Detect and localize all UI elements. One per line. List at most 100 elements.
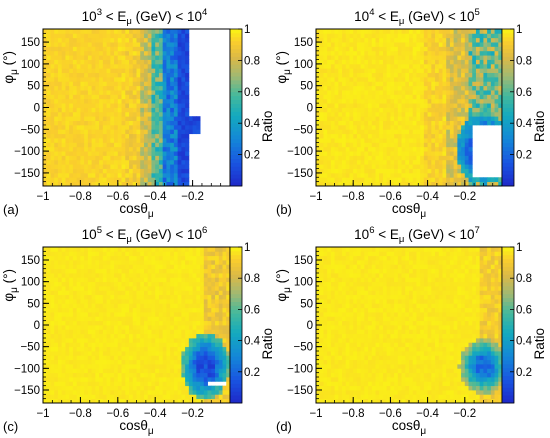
heatmap-cell: [166, 177, 171, 183]
x-tick-label: −0.8: [69, 191, 92, 203]
heatmap-cell: [147, 42, 152, 47]
heatmap-cell: [192, 129, 197, 135]
heatmap-cell: [61, 359, 66, 365]
heatmap-cell: [57, 381, 63, 387]
heatmap-cell: [177, 120, 182, 126]
heatmap-cell: [319, 90, 324, 95]
heatmap-cell: [76, 268, 81, 274]
heatmap-cell: [177, 316, 182, 322]
heatmap-cell: [46, 146, 51, 152]
x-axis-label-base: cosθ: [392, 201, 421, 216]
heatmap-cell: [360, 46, 365, 52]
heatmap-cell: [420, 181, 425, 187]
heatmap-cell: [342, 138, 347, 143]
heatmap-cell: [442, 46, 447, 52]
heatmap-cell: [158, 312, 164, 317]
heatmap-cell: [435, 138, 440, 143]
heatmap-cell: [50, 294, 55, 300]
heatmap-cell: [177, 346, 182, 352]
heatmap-cell: [490, 76, 495, 82]
heatmap-cell: [114, 342, 119, 348]
heatmap-cell: [461, 181, 466, 187]
heatmap-cell: [166, 90, 171, 95]
heatmap-cell: [196, 247, 201, 252]
heatmap-cell: [121, 247, 126, 252]
heatmap-cell: [84, 372, 89, 378]
heatmap-cell: [132, 98, 137, 104]
heatmap-cell: [375, 155, 380, 161]
heatmap-cell: [316, 33, 321, 39]
heatmap-cell: [121, 294, 126, 300]
heatmap-cell: [102, 342, 107, 348]
heatmap-cell: [442, 103, 447, 108]
heatmap-cell: [140, 247, 145, 252]
heatmap-cell: [431, 142, 436, 148]
heatmap-cell: [125, 247, 130, 252]
heatmap-cell: [461, 159, 466, 165]
heatmap-cell: [166, 251, 171, 257]
heatmap-cell: [162, 307, 167, 313]
heatmap-cell: [155, 138, 160, 143]
heatmap-cell: [57, 281, 63, 287]
heatmap-cell: [397, 81, 402, 87]
heatmap-cell: [338, 81, 343, 87]
heatmap-cell: [438, 90, 443, 95]
heatmap-cell: [76, 50, 81, 56]
heatmap-cell: [140, 385, 145, 391]
heatmap-cell: [188, 355, 193, 361]
heatmap-cell: [423, 63, 428, 69]
heatmap-cell: [412, 98, 417, 104]
heatmap-cell: [342, 168, 347, 174]
heatmap-cell: [487, 68, 492, 74]
heatmap-cell: [54, 290, 59, 296]
heatmap-cell: [423, 172, 428, 178]
heatmap-cell: [69, 138, 74, 143]
heatmap-cell: [99, 103, 104, 108]
heatmap-cell: [472, 81, 477, 87]
colorbar-segment: [230, 60, 242, 65]
heatmap-cell: [151, 76, 156, 82]
heatmap-cell: [498, 94, 503, 100]
heatmap-cell: [69, 260, 74, 265]
heatmap-cell: [61, 273, 66, 278]
heatmap-cell: [125, 76, 130, 82]
heatmap-cell: [442, 120, 447, 126]
heatmap-cell: [110, 359, 115, 365]
heatmap-cell: [316, 68, 321, 74]
heatmap-cell: [46, 398, 51, 404]
heatmap-cell: [84, 312, 89, 317]
heatmap-cell: [356, 172, 362, 178]
heatmap-cell: [143, 394, 149, 400]
heatmap-cell: [192, 390, 197, 395]
heatmap-cell: [461, 81, 466, 87]
heatmap-cell: [356, 116, 362, 121]
heatmap-cell: [155, 81, 160, 87]
heatmap-cell: [69, 247, 74, 252]
heatmap-cell: [185, 155, 190, 161]
heatmap-cell: [114, 72, 119, 78]
heatmap-cell: [487, 85, 492, 91]
colorbar-segment: [502, 80, 514, 85]
heatmap-cell: [76, 94, 81, 100]
heatmap-cell: [76, 325, 81, 330]
heatmap-cell: [375, 111, 380, 117]
heatmap-cell: [412, 63, 417, 69]
heatmap-cell: [330, 133, 335, 139]
heatmap-cell: [69, 364, 74, 369]
heatmap-cell: [84, 129, 89, 135]
heatmap-cell: [405, 33, 410, 39]
heatmap-cell: [46, 94, 51, 100]
heatmap-cell: [87, 103, 93, 108]
heatmap-cell: [102, 42, 107, 47]
heatmap-cell: [162, 177, 167, 183]
heatmap-cell: [84, 351, 89, 356]
heatmap-cell: [140, 273, 145, 278]
heatmap-cell: [140, 103, 145, 108]
heatmap-cell: [173, 247, 179, 252]
heatmap-cell: [132, 133, 137, 139]
heatmap-cell: [323, 155, 328, 161]
heatmap-cell: [442, 142, 447, 148]
heatmap-cell: [435, 129, 440, 135]
colorbar-tick-label: 0.6: [516, 87, 532, 99]
heatmap-cell: [102, 255, 107, 261]
